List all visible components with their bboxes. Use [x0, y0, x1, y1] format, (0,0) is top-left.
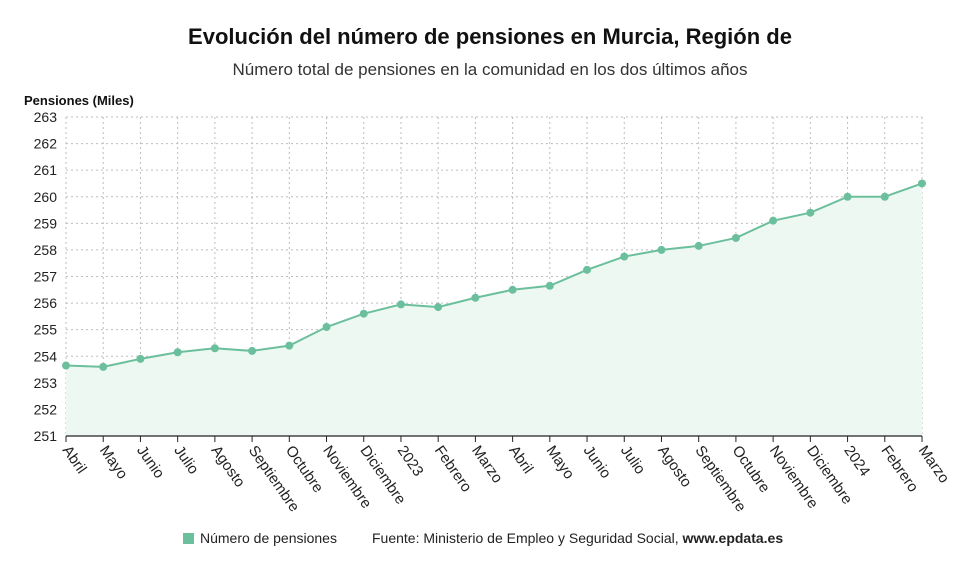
y-tick-label: 258 — [34, 242, 58, 258]
data-point — [620, 252, 629, 261]
y-tick-label: 252 — [34, 401, 58, 417]
source-site: www.epdata.es — [682, 530, 784, 546]
y-tick-label: 259 — [34, 215, 58, 231]
x-tick-label: Abril — [505, 443, 536, 477]
y-tick-label: 253 — [34, 375, 58, 391]
data-point — [657, 245, 666, 254]
x-tick-label: Mayo — [96, 443, 131, 483]
x-tick-label: Julio — [170, 443, 202, 478]
x-tick-label: Junio — [580, 443, 614, 482]
data-point — [359, 309, 368, 318]
x-tick-label: Junio — [133, 443, 167, 482]
data-point — [285, 341, 294, 350]
y-tick-label: 251 — [34, 428, 58, 444]
x-tick-label: Julio — [617, 443, 649, 478]
x-tick-label: Marzo — [915, 443, 953, 487]
chart-subtitle: Número total de pensiones en la comunida… — [232, 60, 748, 79]
x-tick-label: Febrero — [878, 443, 922, 496]
series-area — [66, 183, 922, 436]
data-point — [173, 348, 182, 357]
x-tick-label: Agosto — [654, 443, 695, 491]
data-point — [396, 300, 405, 309]
x-tick-label: 2024 — [840, 443, 873, 480]
y-tick-label: 262 — [34, 136, 58, 152]
data-point — [136, 354, 145, 363]
y-tick-label: 263 — [34, 109, 58, 125]
data-point — [210, 344, 219, 353]
x-tick-label: Marzo — [468, 443, 506, 487]
data-point — [508, 285, 517, 294]
data-point — [471, 293, 480, 302]
data-point — [880, 192, 889, 201]
source-note: Fuente: Ministerio de Empleo y Seguridad… — [372, 530, 783, 546]
y-tick-label: 261 — [34, 162, 58, 178]
data-point — [769, 216, 778, 225]
data-point — [731, 233, 740, 242]
series-line — [65, 182, 923, 368]
data-point — [248, 346, 257, 355]
x-tick-label: Mayo — [543, 443, 578, 483]
line-chart: 251 252 253 254 255 256 257 258 259 260 261 262 263P… — [24, 93, 953, 515]
x-tick-label: Abril — [59, 443, 90, 477]
data-point — [918, 179, 926, 188]
source-prefix: Fuente: Ministerio de Empleo y Seguridad… — [372, 530, 683, 546]
legend-label: Número de pensiones — [200, 530, 337, 546]
legend: Número de pensiones — [183, 530, 337, 546]
legend-swatch — [183, 532, 194, 544]
data-point — [545, 281, 554, 290]
y-tick-label: 255 — [34, 322, 58, 338]
data-point — [99, 362, 108, 371]
y-axis-label: Pensiones (Miles) — [24, 93, 134, 108]
data-point — [434, 303, 443, 312]
data-point — [843, 192, 852, 201]
y-tick-label: 254 — [34, 348, 58, 364]
data-point — [694, 241, 703, 250]
x-tick-label: Agosto — [208, 443, 249, 491]
data-point — [806, 208, 815, 217]
chart-title: Evolución del número de pensiones en Mur… — [188, 24, 792, 49]
x-tick-label: 2023 — [394, 443, 427, 480]
y-tick-label: 256 — [34, 295, 58, 311]
y-tick-label: 260 — [34, 189, 58, 205]
y-tick-label: 257 — [34, 269, 58, 285]
data-point — [62, 361, 70, 370]
x-tick-label: Febrero — [431, 443, 475, 496]
data-point — [322, 323, 331, 332]
data-point — [583, 265, 592, 274]
